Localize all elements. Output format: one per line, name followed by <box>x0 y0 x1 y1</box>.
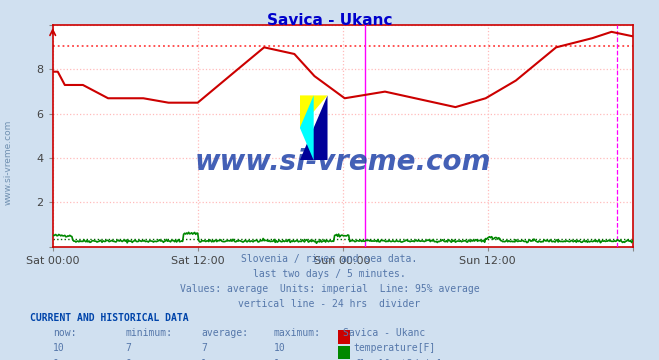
Text: maximum:: maximum: <box>273 328 320 338</box>
Text: 10: 10 <box>273 343 285 354</box>
Polygon shape <box>300 95 328 160</box>
Text: last two days / 5 minutes.: last two days / 5 minutes. <box>253 269 406 279</box>
Text: minimum:: minimum: <box>125 328 172 338</box>
Text: Values: average  Units: imperial  Line: 95% average: Values: average Units: imperial Line: 95… <box>180 284 479 294</box>
Text: 7: 7 <box>125 343 131 354</box>
Text: temperature[F]: temperature[F] <box>354 343 436 354</box>
Text: 0: 0 <box>125 359 131 360</box>
Text: 1: 1 <box>201 359 207 360</box>
Text: www.si-vreme.com: www.si-vreme.com <box>3 119 13 205</box>
Text: 0: 0 <box>53 359 59 360</box>
Text: flow[foot3/min]: flow[foot3/min] <box>354 359 442 360</box>
Text: Savica - Ukanc: Savica - Ukanc <box>267 13 392 28</box>
Polygon shape <box>300 95 328 128</box>
Text: average:: average: <box>201 328 248 338</box>
Text: 1: 1 <box>273 359 279 360</box>
Text: www.si-vreme.com: www.si-vreme.com <box>194 148 491 176</box>
Text: now:: now: <box>53 328 76 338</box>
Polygon shape <box>300 95 314 160</box>
Text: Savica - Ukanc: Savica - Ukanc <box>343 328 425 338</box>
Text: CURRENT AND HISTORICAL DATA: CURRENT AND HISTORICAL DATA <box>30 313 188 323</box>
Text: Slovenia / river and sea data.: Slovenia / river and sea data. <box>241 254 418 264</box>
Text: 10: 10 <box>53 343 65 354</box>
Text: 7: 7 <box>201 343 207 354</box>
Text: vertical line - 24 hrs  divider: vertical line - 24 hrs divider <box>239 299 420 309</box>
